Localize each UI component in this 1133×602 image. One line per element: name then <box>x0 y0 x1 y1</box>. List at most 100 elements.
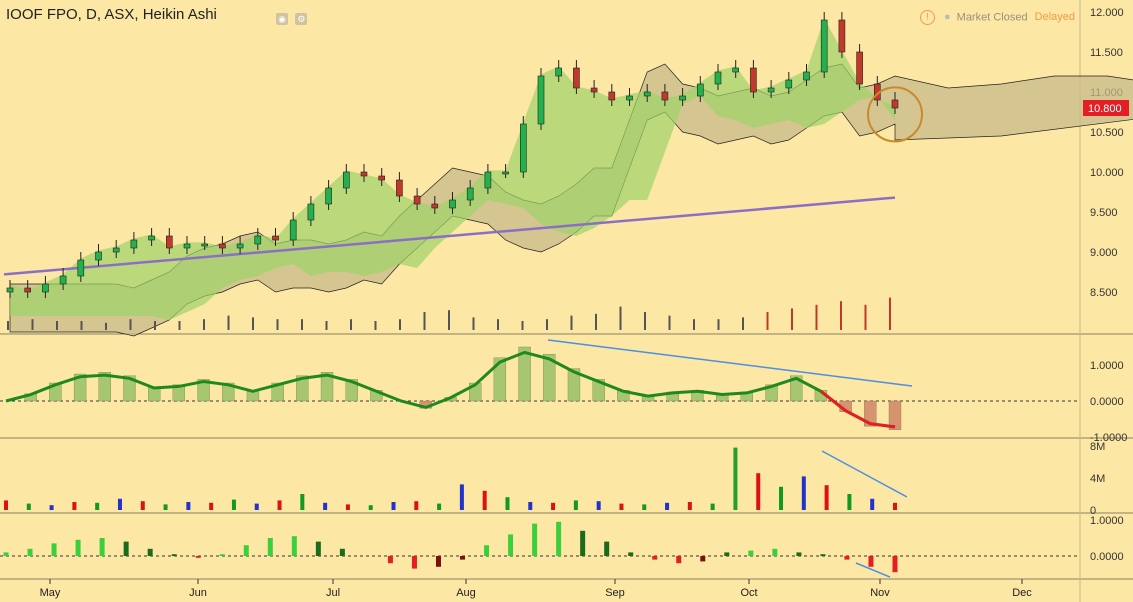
delayed-label: Delayed <box>1034 11 1075 24</box>
candle-body <box>42 283 49 293</box>
momentum-bar <box>604 541 610 556</box>
volume-delta-bar <box>505 497 510 510</box>
volume-delta-bar <box>824 485 829 510</box>
volume-delta-bar <box>528 502 533 510</box>
oscillator-histogram-bar <box>197 379 210 402</box>
candle-body <box>519 123 527 173</box>
price-tick-label: 12.000 <box>1090 7 1124 19</box>
volume-delta-bar <box>642 504 647 510</box>
candle-body <box>272 235 279 241</box>
volume-delta-bar <box>551 502 556 510</box>
candle-body <box>573 67 580 89</box>
momentum-trendline <box>855 562 891 578</box>
chart-header-icons[interactable]: ◉ ⚙ <box>276 9 310 27</box>
price-badge-label: 10.800 <box>1088 103 1122 115</box>
volume-delta-bar <box>186 502 191 510</box>
momentum-bar <box>99 538 105 556</box>
volume-bar <box>595 313 597 330</box>
volume-delta-bar <box>870 498 875 510</box>
momentum-bar <box>772 548 778 556</box>
oscillator-histogram-bar <box>98 372 111 402</box>
volume-bar <box>889 297 891 330</box>
volume-bar <box>619 306 622 330</box>
momentum-bar <box>700 556 706 562</box>
oscillator-signal-line <box>5 350 896 429</box>
volume-bar <box>472 317 475 330</box>
candle-body <box>219 243 226 249</box>
volume-delta-bar <box>4 500 8 510</box>
oscillator-trendline <box>547 339 913 387</box>
candle-body <box>537 75 545 125</box>
volume-delta-trendline <box>821 450 908 498</box>
momentum-bar <box>267 538 273 556</box>
volume-delta-tick-label: 8M <box>1090 441 1105 453</box>
market-closed-label: Market Closed <box>956 11 1028 24</box>
momentum-bar <box>195 556 201 558</box>
gear-icon[interactable]: ⚙ <box>295 13 308 25</box>
candle-body <box>307 203 315 221</box>
x-axis-label: Jul <box>326 587 340 599</box>
volume-delta-bar <box>95 502 100 510</box>
oscillator-histogram-bar <box>864 400 877 427</box>
volume-bar <box>521 321 524 330</box>
momentum-bar <box>796 552 802 556</box>
oscillator-histogram-bar <box>765 384 778 402</box>
candle-body <box>820 19 828 73</box>
volume-bar <box>203 319 205 330</box>
momentum-bar <box>123 541 129 556</box>
x-axis-label: Oct <box>740 587 757 599</box>
momentum-bar <box>147 548 153 556</box>
momentum-bar <box>556 521 562 556</box>
volume-delta-bar <box>733 447 738 510</box>
oscillator-tick-label: -1.0000 <box>1090 432 1127 444</box>
volume-delta-bar <box>665 502 670 510</box>
volume-delta-bar <box>140 501 145 510</box>
oscillator-histogram-bar <box>518 346 531 402</box>
volume-bar <box>154 321 156 330</box>
momentum-tick-label: 1.0000 <box>1090 515 1124 527</box>
momentum-bar <box>652 556 658 560</box>
ema-ribbon <box>10 18 895 321</box>
volume-bar <box>105 322 107 330</box>
momentum-bar <box>892 556 898 573</box>
volume-bar <box>423 312 426 330</box>
volume-bar <box>497 319 499 330</box>
volume-bar <box>227 315 230 330</box>
candle-body <box>59 275 67 285</box>
volume-delta-bar <box>437 503 442 510</box>
candle-body <box>396 179 403 197</box>
candle-body <box>360 171 368 177</box>
volume-delta-bar <box>756 473 761 510</box>
volume-delta-bar <box>391 502 396 510</box>
x-axis-label: Jun <box>189 587 207 599</box>
momentum-bar <box>868 556 874 567</box>
volume-delta-bar <box>596 501 601 510</box>
momentum-bar <box>628 552 634 556</box>
price-badge <box>1083 100 1129 116</box>
candle-body <box>750 67 757 93</box>
volume-bar <box>693 319 695 330</box>
momentum-bar <box>411 556 417 569</box>
momentum-bar <box>844 556 850 560</box>
momentum-bar <box>460 556 466 560</box>
candle-body <box>77 259 85 277</box>
volume-delta-tick-label: 4M <box>1090 473 1105 485</box>
candle-body <box>166 235 173 249</box>
eye-icon[interactable]: ◉ <box>276 13 288 25</box>
candle-body <box>130 239 138 249</box>
oscillator-histogram-bar <box>592 379 605 402</box>
momentum-bar <box>291 536 297 556</box>
momentum-bar <box>171 554 177 556</box>
candle-body <box>732 67 740 73</box>
oscillator-histogram-bar <box>320 372 334 402</box>
volume-bar <box>80 321 83 330</box>
candle-body <box>838 19 846 53</box>
volume-bar <box>742 317 744 330</box>
candle-body <box>856 51 863 85</box>
oscillator-histogram-bar <box>888 400 902 430</box>
status-dot-icon: ● <box>943 11 951 24</box>
oscillator-tick-label: 1.0000 <box>1090 360 1124 372</box>
price-tick-label: 11.500 <box>1090 47 1123 59</box>
